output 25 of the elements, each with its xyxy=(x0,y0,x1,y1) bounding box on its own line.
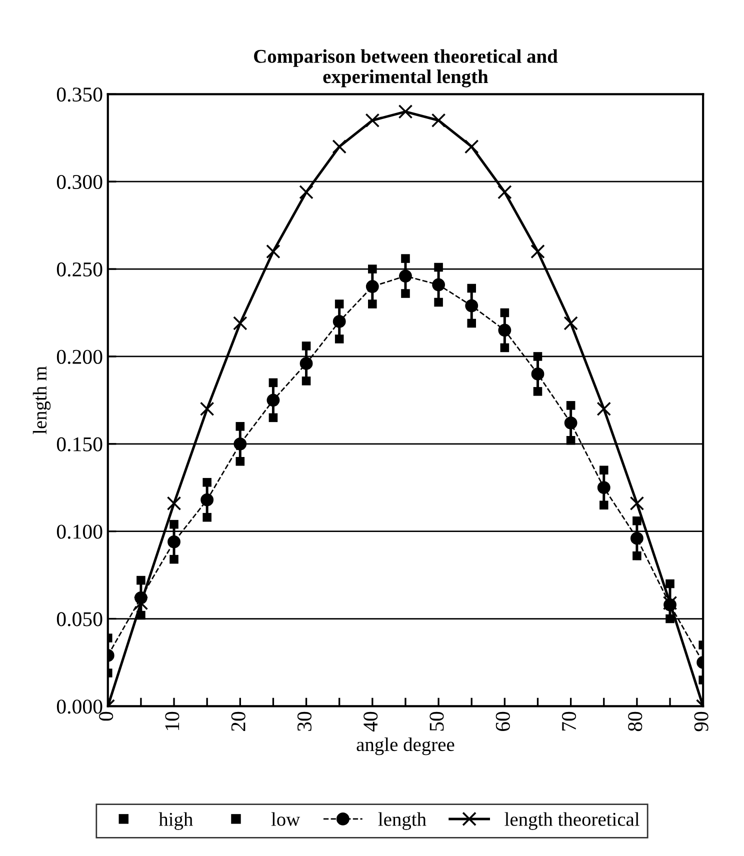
legend-label: length xyxy=(378,812,426,830)
y-tick-label: 0.250 xyxy=(56,262,102,277)
legend-label: high xyxy=(158,812,193,830)
y-tick-label: 0.300 xyxy=(56,174,102,190)
y-tick-label: 0.100 xyxy=(56,524,102,539)
x-tick-label: 30 xyxy=(297,712,312,731)
x-tick-label: 80 xyxy=(628,712,642,732)
y-tick-label: 0.000 xyxy=(56,700,102,714)
y-axis-title: length m xyxy=(32,366,51,434)
y-tick-label: 0.050 xyxy=(56,612,102,626)
x-tick-label: 70 xyxy=(562,712,576,731)
x-tick-label: 20 xyxy=(231,712,246,731)
y-tick-label: 0.350 xyxy=(56,88,102,102)
x-tick-label: 60 xyxy=(496,712,510,731)
y-tick-label: 0.200 xyxy=(56,350,102,364)
legend-label: length theoretical xyxy=(504,812,640,830)
x-tick-label: 40 xyxy=(364,712,378,732)
chart-title: Comparison between theoretical and experimental length xyxy=(254,49,558,88)
x-tick-label: 10 xyxy=(165,712,180,730)
x-tick-label: 0 xyxy=(99,712,114,721)
y-tick-label: 0.150 xyxy=(56,437,102,452)
x-tick-label: 50 xyxy=(430,712,444,731)
legend-label: low xyxy=(271,812,300,826)
x-axis-title: angle degree xyxy=(356,737,454,756)
x-tick-label: 90 xyxy=(694,712,708,732)
